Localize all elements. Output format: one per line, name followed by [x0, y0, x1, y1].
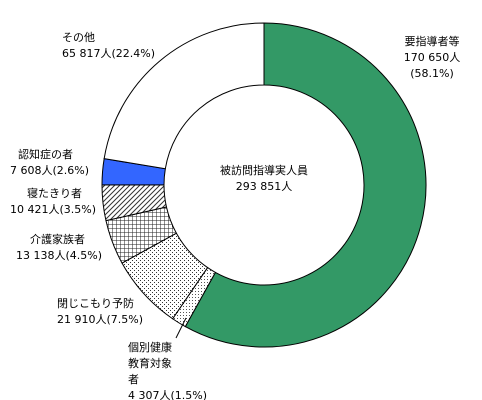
label-percent: (7.5%): [106, 313, 144, 326]
center-label: 被訪問指導実人員 293 851人: [204, 163, 324, 195]
label-name: 要指導者等: [404, 35, 460, 48]
label-percent: (3.5%): [59, 203, 97, 216]
label-percent: (22.4%): [111, 47, 156, 60]
label-value: 65 817人: [62, 47, 112, 60]
segment-label: 介護家族者 13 138人(4.5%): [16, 232, 102, 264]
segment-label: 個別健康教育対象者 4 307人(1.5%): [128, 340, 207, 400]
label-value: 10 421人: [10, 203, 60, 216]
segment-label: 閉じこもり予防 21 910人(7.5%): [57, 296, 143, 328]
label-line: 65 817人(22.4%): [62, 46, 155, 62]
label-value: 7 608人: [10, 164, 53, 177]
label-value: 13 138人: [16, 249, 66, 262]
label-name: 寝たきり者: [27, 187, 82, 200]
segment-label: その他 65 817人(22.4%): [62, 30, 155, 62]
label-percent: (58.1%): [410, 67, 454, 80]
label-line: 10 421人(3.5%): [10, 202, 96, 218]
label-name: 個別健康教育対象者: [128, 341, 172, 386]
segment-label: 寝たきり者 10 421人(3.5%): [10, 186, 96, 218]
label-name: 認知症の者: [18, 148, 73, 161]
segment-label: 要指導者等 170 650人 (58.1%): [392, 34, 472, 82]
label-value: 170 650人: [403, 51, 461, 64]
donut-segment: [103, 22, 265, 170]
center-title: 被訪問指導実人員: [220, 164, 308, 177]
label-name: その他: [62, 31, 95, 44]
label-line: 13 138人(4.5%): [16, 248, 102, 264]
label-line: 21 910人(7.5%): [57, 312, 143, 328]
label-percent: (2.6%): [52, 164, 90, 177]
label-value: 4 307人: [128, 389, 171, 400]
label-name: 介護家族者: [30, 233, 85, 246]
leader-line: [175, 317, 187, 339]
label-percent: (1.5%): [170, 389, 208, 400]
label-value: 21 910人: [57, 313, 107, 326]
label-percent: (4.5%): [65, 249, 103, 262]
label-name: 閉じこもり予防: [57, 297, 134, 310]
donut-segment: [184, 22, 427, 348]
label-line: 7 608人(2.6%): [10, 163, 89, 179]
segment-label: 認知症の者 7 608人(2.6%): [10, 147, 89, 179]
label-line: 4 307人(1.5%): [128, 388, 207, 400]
center-total: 293 851人: [235, 180, 293, 193]
